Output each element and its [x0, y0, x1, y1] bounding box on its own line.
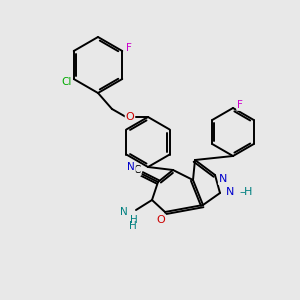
Text: –: –: [239, 187, 244, 197]
Text: C: C: [133, 165, 141, 175]
Text: N: N: [120, 207, 128, 217]
Text: H: H: [130, 215, 138, 225]
Text: N: N: [226, 187, 234, 197]
Text: N: N: [127, 162, 135, 172]
Text: Cl: Cl: [61, 77, 72, 87]
Text: H: H: [129, 221, 137, 231]
Text: F: F: [126, 43, 132, 53]
Text: O: O: [157, 215, 165, 225]
Text: F: F: [237, 100, 243, 110]
Text: O: O: [126, 112, 134, 122]
Text: N: N: [219, 174, 227, 184]
Text: H: H: [244, 187, 252, 197]
